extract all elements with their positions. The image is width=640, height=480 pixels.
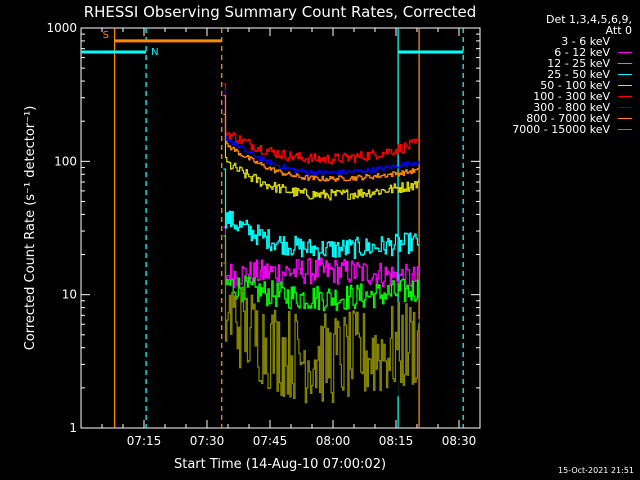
legend-entry-label: 50 - 100 keV [540,79,610,92]
legend-title-line-2: Att 0 [605,24,632,37]
y-tick-label: 1 [69,421,77,435]
legend-swatch [618,52,632,53]
legend-swatch [618,41,632,42]
x-axis-label: Start Time (14-Aug-10 07:00:02) [174,457,386,472]
x-tick-label: 07:15 [127,434,162,448]
legend-swatch [618,96,632,97]
legend-entry-label: 6 - 12 keV [554,46,610,59]
legend-entry: 3 - 6 keV [472,36,632,47]
generation-timestamp: 15-Oct-2021 21:51 [558,466,634,475]
series-trace-3 [223,235,420,312]
series-trace-2 [223,226,420,290]
legend-entry: 800 - 7000 keV [472,113,632,124]
series-trace-9 [223,262,420,404]
legend-swatch [618,129,632,130]
y-tick-label: 1000 [46,21,77,35]
legend-entry: 50 - 100 keV [472,80,632,91]
legend-entry-label: 12 - 25 keV [547,57,610,70]
saa-label: S [103,30,109,41]
legend-entry-label: 100 - 300 keV [533,90,610,103]
legend-entry: 7000 - 15000 keV [472,124,632,135]
legend-entry-label: 300 - 800 keV [533,101,610,114]
legend: Det 1,3,4,5,6,9, Att 0 3 - 6 keV 6 - 12 k… [472,14,632,135]
legend-swatch [618,74,632,75]
legend-swatch [618,107,632,108]
chart-title: RHESSI Observing Summary Count Rates, Co… [84,3,477,21]
series-trace-8 [223,95,420,182]
legend-entry-label: 800 - 7000 keV [526,112,610,125]
series-trace-6 [223,83,420,165]
x-tick-label: 08:15 [379,434,414,448]
night-label: N [151,47,158,58]
legend-entry: 25 - 50 keV [472,69,632,80]
legend-entry-label: 7000 - 15000 keV [512,123,610,136]
legend-entry: 6 - 12 keV [472,47,632,58]
legend-entry: 300 - 800 keV [472,102,632,113]
legend-entry-label: 25 - 50 keV [547,68,610,81]
series-trace-7 [223,89,420,176]
series-trace-4 [223,168,420,260]
legend-swatch [618,63,632,64]
y-tick-label: 100 [54,154,77,168]
legend-entry: 12 - 25 keV [472,58,632,69]
x-tick-label: 08:30 [442,434,477,448]
x-tick-label: 08:00 [316,434,351,448]
plot-frame [80,27,481,429]
series-trace-5 [223,113,420,201]
y-tick-label: 10 [62,288,77,302]
legend-entry: 100 - 300 keV [472,91,632,102]
legend-entry-label: 3 - 6 keV [561,35,610,48]
legend-title-line-1: Det 1,3,4,5,6,9, [545,13,632,26]
y-axis-label: Corrected Count Rate (s⁻¹ detector⁻¹) [23,106,38,351]
x-tick-label: 07:45 [253,434,288,448]
legend-swatch [618,85,632,86]
legend-swatch [618,118,632,119]
x-tick-label: 07:30 [190,434,225,448]
